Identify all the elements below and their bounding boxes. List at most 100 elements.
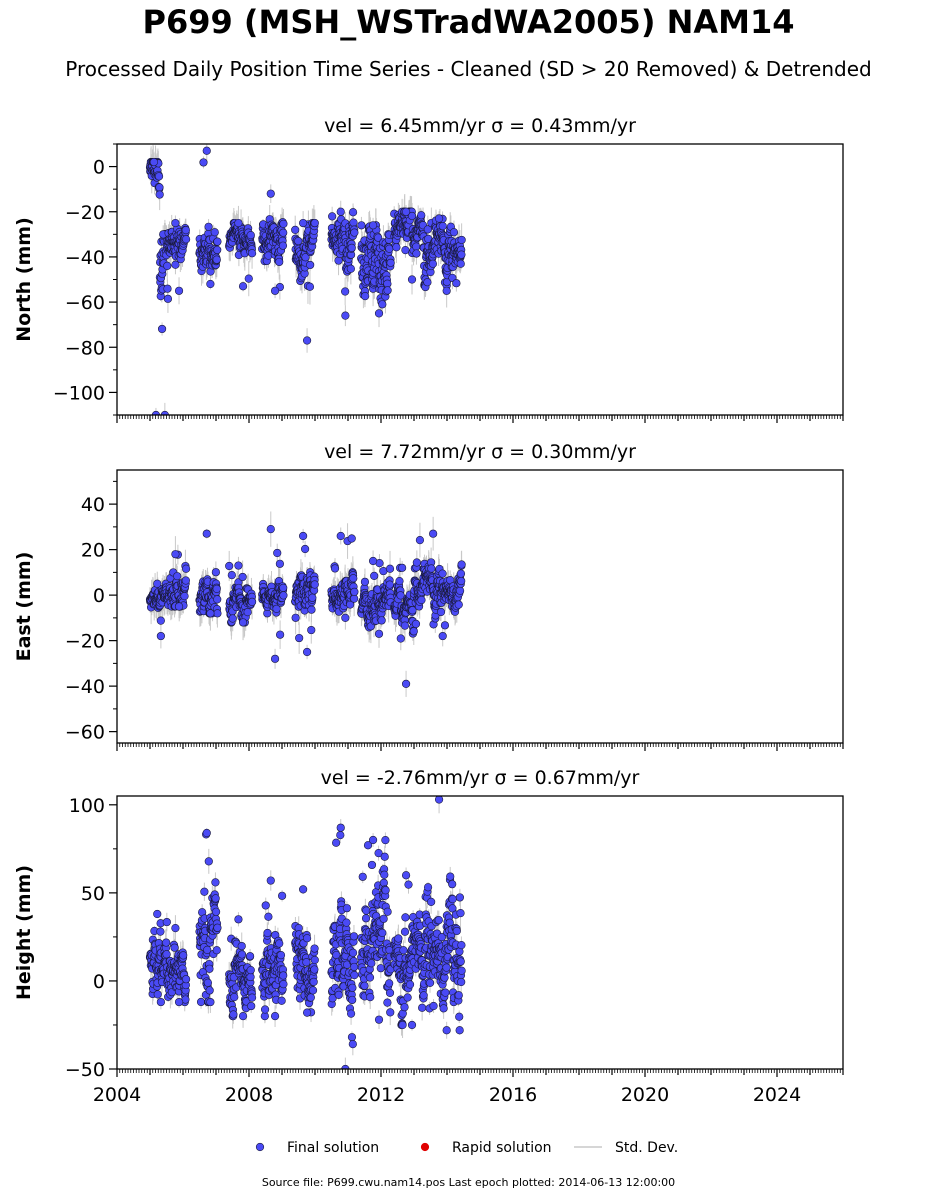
final-solution-point	[212, 584, 221, 593]
final-solution-point	[429, 529, 438, 538]
final-solution-point	[350, 587, 359, 596]
final-solution-point	[368, 556, 378, 566]
final-solution-point	[423, 225, 432, 234]
final-solution-point	[212, 255, 221, 264]
final-solution-point	[180, 592, 189, 601]
final-solution-point	[306, 260, 315, 270]
final-solution-point	[153, 579, 162, 588]
final-solution-point	[206, 279, 215, 289]
final-solution-point	[202, 146, 211, 155]
final-solution-point	[275, 257, 284, 267]
final-solution-point	[149, 157, 159, 167]
final-solution-point	[291, 613, 300, 622]
final-solution-point	[213, 609, 222, 618]
final-solution-point	[307, 605, 316, 614]
final-solution-point	[310, 580, 319, 589]
final-solution-point	[412, 558, 421, 567]
y-tick-label: −40	[65, 247, 105, 269]
final-solution-point	[454, 600, 463, 609]
final-solution-point	[374, 629, 384, 638]
final-solution-point	[395, 577, 404, 586]
final-solution-point	[206, 609, 215, 618]
final-solution-point	[279, 583, 288, 593]
final-solution-point	[427, 564, 436, 573]
final-solution-point	[347, 534, 356, 543]
final-solution-point	[341, 287, 350, 296]
final-solution-point	[407, 211, 417, 221]
final-solution-point	[151, 410, 161, 415]
final-solution-point	[423, 278, 432, 287]
final-solution-point	[294, 236, 303, 246]
final-solution-point	[350, 228, 359, 237]
final-solution-point	[238, 572, 247, 582]
final-solution-point	[456, 569, 466, 578]
final-solution-point	[272, 604, 281, 613]
final-solution-point	[213, 245, 222, 255]
final-solution-point	[370, 571, 379, 580]
final-solution-point	[171, 218, 180, 228]
final-solution-point	[408, 606, 417, 615]
final-solution-point	[204, 222, 213, 231]
final-solution-point	[228, 614, 237, 623]
final-solution-point	[202, 529, 211, 538]
final-solution-point	[302, 336, 312, 345]
final-solution-point	[266, 189, 275, 198]
final-solution-point	[411, 619, 421, 629]
y-tick-label: 40	[81, 494, 105, 516]
final-solution-point	[160, 410, 169, 415]
final-solution-point	[234, 218, 243, 228]
final-solution-point	[307, 625, 316, 635]
final-solution-point	[163, 261, 172, 271]
final-solution-point	[211, 568, 220, 577]
panel-title: vel = 7.72mm/yr σ = 0.30mm/yr	[324, 441, 636, 463]
y-tick-label: −20	[65, 202, 105, 224]
final-solution-point	[455, 586, 465, 595]
final-solution-point	[278, 241, 288, 250]
y-tick-label: 20	[81, 540, 105, 562]
final-solution-point	[457, 560, 466, 569]
final-solution-point	[396, 634, 405, 643]
final-solution-point	[436, 607, 446, 617]
final-solution-point	[181, 235, 191, 244]
final-solution-point	[199, 158, 208, 167]
final-solution-point	[348, 208, 358, 217]
final-solution-point	[301, 253, 310, 262]
final-solution-point	[276, 630, 285, 639]
panel-north: vel = 6.45mm/yr σ = 0.43mm/yr North (mm) −…	[13, 115, 844, 423]
final-solution-point	[412, 242, 421, 251]
y-tick-label: −60	[65, 292, 105, 314]
final-solution-point	[457, 576, 466, 586]
panel-title: vel = 6.45mm/yr σ = 0.43mm/yr	[324, 115, 636, 137]
final-solution-point	[299, 218, 308, 228]
final-solution-point	[279, 219, 288, 228]
final-solution-point	[171, 550, 180, 559]
final-solution-point	[438, 221, 447, 231]
plot-frame	[116, 469, 844, 744]
final-solution-point	[174, 286, 184, 295]
final-solution-point	[157, 324, 167, 334]
final-solution-point	[374, 309, 384, 318]
final-solution-point	[440, 621, 450, 630]
page-title: P699 (MSH_WSTradWA2005) NAM14	[142, 3, 795, 41]
final-solution-point	[438, 569, 447, 578]
final-solution-point	[438, 631, 447, 641]
final-solution-point	[310, 218, 319, 228]
final-solution-point	[398, 563, 407, 572]
final-solution-point	[213, 237, 222, 246]
final-solution-point	[227, 570, 236, 580]
final-solution-point	[244, 274, 253, 283]
final-solution-point	[412, 249, 421, 258]
y-axis-label: North (mm)	[13, 217, 35, 342]
final-solution-point	[173, 572, 182, 581]
final-solution-point	[415, 536, 425, 545]
final-solution-point	[374, 233, 383, 242]
final-solution-point	[452, 279, 461, 288]
panel-east: vel = 7.72mm/yr σ = 0.30mm/yr East (mm) −6…	[13, 441, 844, 751]
final-solution-point	[154, 172, 164, 181]
final-solution-point	[401, 246, 410, 255]
final-solution-point	[349, 574, 358, 583]
final-solution-point	[400, 621, 410, 630]
final-solution-point	[213, 595, 222, 604]
final-solution-point	[334, 256, 343, 265]
